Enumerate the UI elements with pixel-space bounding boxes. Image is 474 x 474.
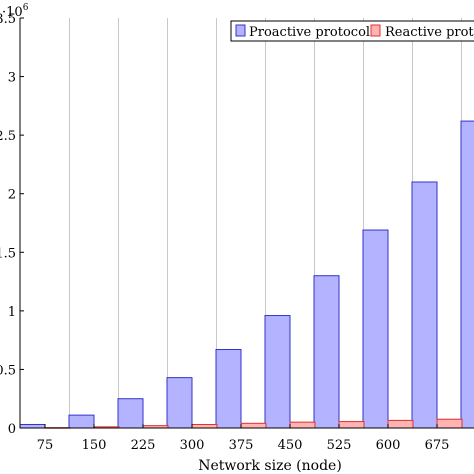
bar-reactive-600	[387, 419, 414, 429]
bars	[19, 120, 474, 429]
bar-proactive-600	[362, 229, 389, 429]
y-tick-label: 0	[8, 422, 16, 437]
y-multiplier: ·106	[2, 3, 29, 20]
y-tick-label: 2.5	[0, 129, 16, 144]
legend-label-proactive: Proactive protocol	[249, 25, 370, 40]
bar-proactive-750	[460, 120, 474, 429]
x-tick-label: 150	[82, 438, 107, 453]
x-tick-label: 600	[376, 438, 401, 453]
x-tick-label: 450	[278, 438, 303, 453]
bar-proactive-150	[68, 414, 95, 429]
legend: Proactive protocol Reactive protocol	[230, 20, 474, 42]
bar-proactive-450	[264, 315, 291, 429]
y-tick-label: 3.5	[0, 12, 16, 27]
bar-proactive-525	[313, 275, 340, 429]
x-tick-label: 75	[37, 438, 54, 453]
x-tick-label: 675	[425, 438, 450, 453]
bar-reactive-300	[191, 423, 218, 429]
x-axis-label: Network size (node)	[198, 458, 342, 474]
y-tick-label: 1.5	[0, 246, 16, 261]
x-tick-label: 225	[131, 438, 156, 453]
x-tick-label: 525	[327, 438, 352, 453]
bar-proactive-375	[215, 349, 242, 429]
legend-swatch-reactive	[370, 24, 381, 37]
bar-reactive-525	[338, 421, 365, 429]
bar-proactive-225	[117, 398, 144, 429]
y-ticks: 0 0.5 1 1.5 2 2.5 3 3.5	[0, 12, 24, 437]
bar-proactive-75	[19, 423, 46, 429]
legend-swatch-proactive	[235, 24, 246, 37]
bar-reactive-375	[240, 422, 267, 429]
bar-proactive-300	[166, 377, 193, 429]
x-ticks: 75150225300375450525600675750	[37, 424, 474, 453]
bar-reactive-450	[289, 421, 316, 429]
legend-label-reactive: Reactive protocol	[385, 25, 474, 40]
y-tick-label: 1	[8, 305, 16, 320]
x-tick-label: 375	[229, 438, 254, 453]
legend-box	[230, 20, 474, 42]
bar-reactive-675	[436, 418, 463, 429]
y-tick-label: 0.5	[0, 363, 16, 378]
x-tick-label: 300	[180, 438, 205, 453]
y-tick-label: 3	[8, 71, 16, 86]
y-tick-label: 2	[8, 188, 16, 203]
bar-proactive-675	[411, 181, 438, 429]
